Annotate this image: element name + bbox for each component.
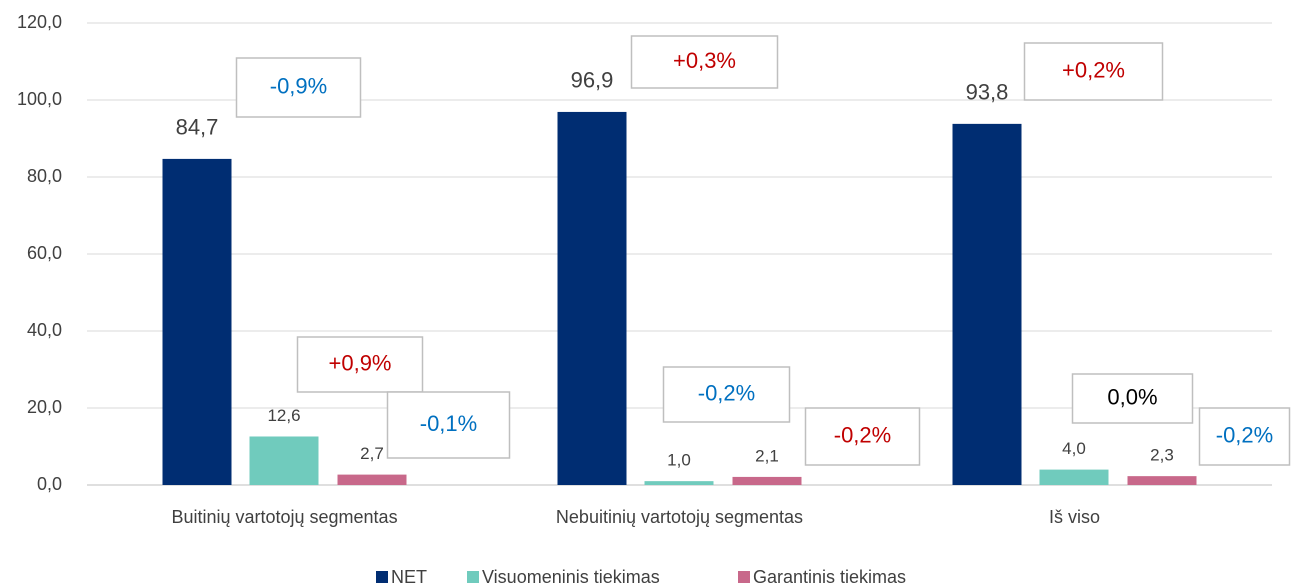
callout-box — [386, 391, 511, 459]
data-label: 2,3 — [1150, 446, 1174, 465]
bar — [337, 474, 407, 485]
bar — [557, 111, 627, 485]
bar — [162, 158, 232, 485]
callout-label: -0,9% — [270, 73, 327, 98]
bar — [1039, 469, 1109, 485]
data-label: 96,9 — [571, 68, 614, 93]
y-tick-label: 80,0 — [27, 166, 62, 186]
callout-box — [630, 35, 779, 89]
callout-label: +0,9% — [329, 350, 392, 375]
y-tick-label: 100,0 — [17, 89, 62, 109]
callout-label: 0,0% — [1107, 384, 1157, 409]
bar — [644, 481, 714, 485]
data-label: 93,8 — [966, 80, 1009, 105]
bar — [732, 476, 802, 485]
callout-label: -0,1% — [420, 411, 477, 436]
callout-label: -0,2% — [834, 422, 891, 447]
legend-swatch — [738, 571, 750, 583]
y-tick-label: 20,0 — [27, 397, 62, 417]
x-tick-label: Nebuitinių vartotojų segmentas — [556, 507, 803, 527]
y-tick-label: 60,0 — [27, 243, 62, 263]
bar — [1127, 476, 1197, 485]
data-label: 2,7 — [360, 444, 384, 463]
callout-box — [235, 57, 362, 118]
legend-swatch — [467, 571, 479, 583]
legend-label: Garantinis tiekimas — [753, 567, 906, 585]
callout-box — [296, 336, 424, 393]
x-tick-label: Buitinių vartotojų segmentas — [171, 507, 397, 527]
data-label: 84,7 — [176, 115, 219, 140]
callout-box — [804, 407, 921, 466]
y-tick-label: 40,0 — [27, 320, 62, 340]
callout-box — [1198, 407, 1291, 466]
data-label: 1,0 — [667, 451, 691, 470]
legend-label: NET — [391, 567, 427, 585]
data-label: 2,1 — [755, 446, 779, 465]
legend-label: Visuomeninis tiekimas — [482, 567, 660, 585]
y-tick-label: 120,0 — [17, 12, 62, 32]
callout-box — [1023, 42, 1164, 101]
callout-label: +0,2% — [1062, 57, 1125, 82]
callout-label: -0,2% — [698, 380, 755, 405]
callout-box — [1071, 373, 1194, 424]
x-tick-label: Iš viso — [1049, 507, 1100, 527]
bar — [952, 123, 1022, 486]
callout-label: -0,2% — [1216, 422, 1273, 447]
callout-box — [662, 366, 791, 423]
data-label: 12,6 — [267, 406, 300, 425]
data-label: 4,0 — [1062, 439, 1086, 458]
y-tick-label: 0,0 — [37, 474, 62, 494]
legend-swatch — [376, 571, 388, 583]
bar — [249, 436, 319, 485]
callout-label: +0,3% — [673, 48, 736, 73]
